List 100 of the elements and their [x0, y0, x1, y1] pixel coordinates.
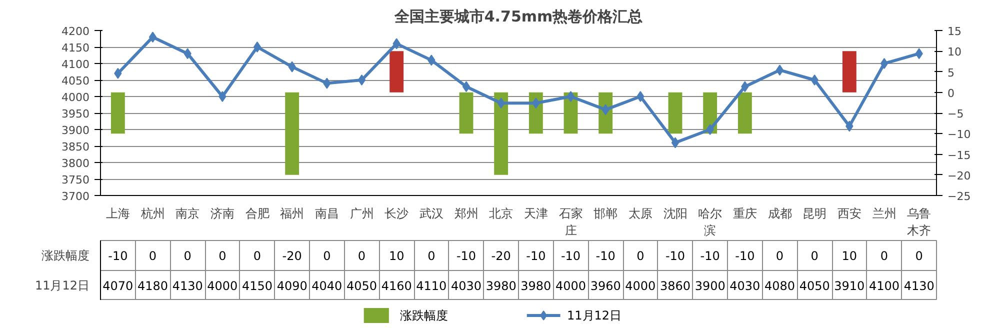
data-label: 3980 — [520, 279, 552, 293]
y2-tick-label: −10 — [948, 128, 971, 142]
data-label: 4090 — [276, 279, 308, 293]
data-label: 4160 — [381, 279, 412, 293]
x-tick-label: 福州 — [280, 206, 304, 220]
y-tick-label: 4100 — [62, 58, 90, 71]
data-label: 3900 — [694, 279, 726, 293]
data-label: 4030 — [450, 279, 482, 293]
data-label: 4000 — [555, 279, 586, 293]
x-tick-label: 西安 — [837, 206, 862, 220]
data-label: 4050 — [346, 279, 378, 293]
point — [810, 74, 818, 86]
data-label: 4000 — [625, 279, 656, 293]
point — [706, 124, 714, 135]
y2-tick-label: 10 — [948, 46, 962, 59]
x-tick-label: 哈尔滨 — [698, 206, 722, 238]
data-label: -10 — [108, 249, 128, 263]
x-tick-label: 石家庄 — [558, 206, 583, 238]
data-label: 4030 — [730, 279, 760, 293]
text: 涨跌幅度 — [42, 248, 90, 262]
y-tick-label: 3900 — [62, 124, 90, 137]
legend-label: 涨跌幅度 — [400, 308, 448, 322]
data-label: 0 — [358, 249, 366, 263]
y-tick-label: 4000 — [62, 91, 90, 104]
data-label: 4080 — [764, 279, 796, 293]
data-label: 4000 — [207, 279, 238, 293]
data-label: 0 — [636, 249, 644, 263]
point — [776, 64, 784, 76]
point — [148, 32, 157, 43]
point — [218, 91, 226, 102]
data-label: 0 — [148, 249, 157, 263]
x-tick-label: 兰州 — [872, 206, 896, 220]
point — [358, 74, 366, 86]
data-label: 0 — [880, 249, 888, 263]
y-tick-label: 4200 — [62, 25, 90, 38]
y-tick-label: 3950 — [62, 108, 90, 120]
data-label: 0 — [428, 249, 436, 263]
data-label: 4040 — [312, 279, 342, 293]
x-tick-label: 北京 — [489, 206, 514, 220]
data-label: 4050 — [799, 279, 830, 293]
x-tick-label: 昆明 — [802, 206, 827, 220]
y2-tick-label: 5 — [948, 66, 954, 80]
x-tick-label: 济南 — [210, 206, 234, 220]
x-tick-label: 南京 — [176, 206, 200, 220]
data-label: 4070 — [102, 279, 134, 293]
data-label: 0 — [915, 249, 923, 263]
data-label: -10 — [596, 249, 616, 263]
data-label: -20 — [282, 249, 302, 263]
y2-tick-label: −5 — [948, 108, 964, 120]
data-label: 10 — [388, 249, 404, 263]
data-label: 0 — [776, 249, 784, 263]
data-label: -10 — [735, 249, 755, 263]
data-label: 0 — [184, 249, 192, 263]
x-tick-label: 上海 — [106, 206, 130, 220]
data-label: -10 — [456, 249, 476, 263]
data-label: 3960 — [590, 279, 621, 293]
legend-label: 11月12日 — [566, 308, 622, 322]
data-label: 4150 — [242, 279, 273, 293]
chart-title: 全国主要城市4.75mm热卷价格汇总 — [393, 8, 643, 26]
point — [462, 81, 470, 92]
data-label: 4100 — [868, 279, 900, 293]
data-label: -10 — [526, 249, 546, 263]
data-label: 3910 — [834, 279, 865, 293]
data-label: 4130 — [172, 279, 203, 293]
x-tick-label: 南昌 — [314, 206, 339, 220]
data-label: -10 — [560, 249, 581, 263]
x-tick-label: 天津 — [524, 206, 548, 220]
y-tick-label: 3750 — [62, 174, 90, 186]
x-tick-label: 重庆 — [732, 206, 757, 220]
x-tick-label: 乌鲁木齐 — [907, 206, 932, 238]
x-tick-label: 郑州 — [454, 206, 478, 220]
x-tick-label: 沈阳 — [663, 206, 688, 220]
data-label: -20 — [491, 249, 511, 263]
y-tick-label: 3800 — [62, 157, 90, 170]
point — [566, 91, 575, 102]
y2-tick-label: −25 — [948, 190, 971, 203]
text: 11月12日 — [34, 278, 90, 292]
x-tick-label: 杭州 — [140, 206, 165, 220]
y2-tick-label: 15 — [948, 25, 962, 38]
y-tick-label: 3850 — [62, 140, 90, 154]
x-tick-label: 武汉 — [419, 206, 444, 220]
y-tick-label: 3700 — [62, 190, 90, 203]
y2-tick-label: −15 — [948, 148, 971, 162]
y-tick-label: 4050 — [62, 74, 90, 88]
data-label: 0 — [253, 249, 262, 263]
data-label: 0 — [218, 249, 226, 263]
y2-tick-label: −20 — [948, 169, 971, 182]
x-tick-label: 成都 — [768, 206, 792, 220]
y-tick-label: 4150 — [62, 42, 90, 54]
data-label: 0 — [810, 249, 818, 263]
point — [253, 42, 262, 52]
data-label: 10 — [842, 249, 858, 263]
point — [880, 58, 888, 69]
data-label: 3980 — [486, 279, 516, 293]
data-label: 4110 — [416, 279, 447, 293]
x-tick-label: 广州 — [350, 206, 374, 220]
data-label: -10 — [665, 249, 686, 263]
data-label: 4130 — [904, 279, 934, 293]
y2-tick-label: 0 — [948, 86, 954, 100]
data-label: 0 — [323, 249, 331, 263]
